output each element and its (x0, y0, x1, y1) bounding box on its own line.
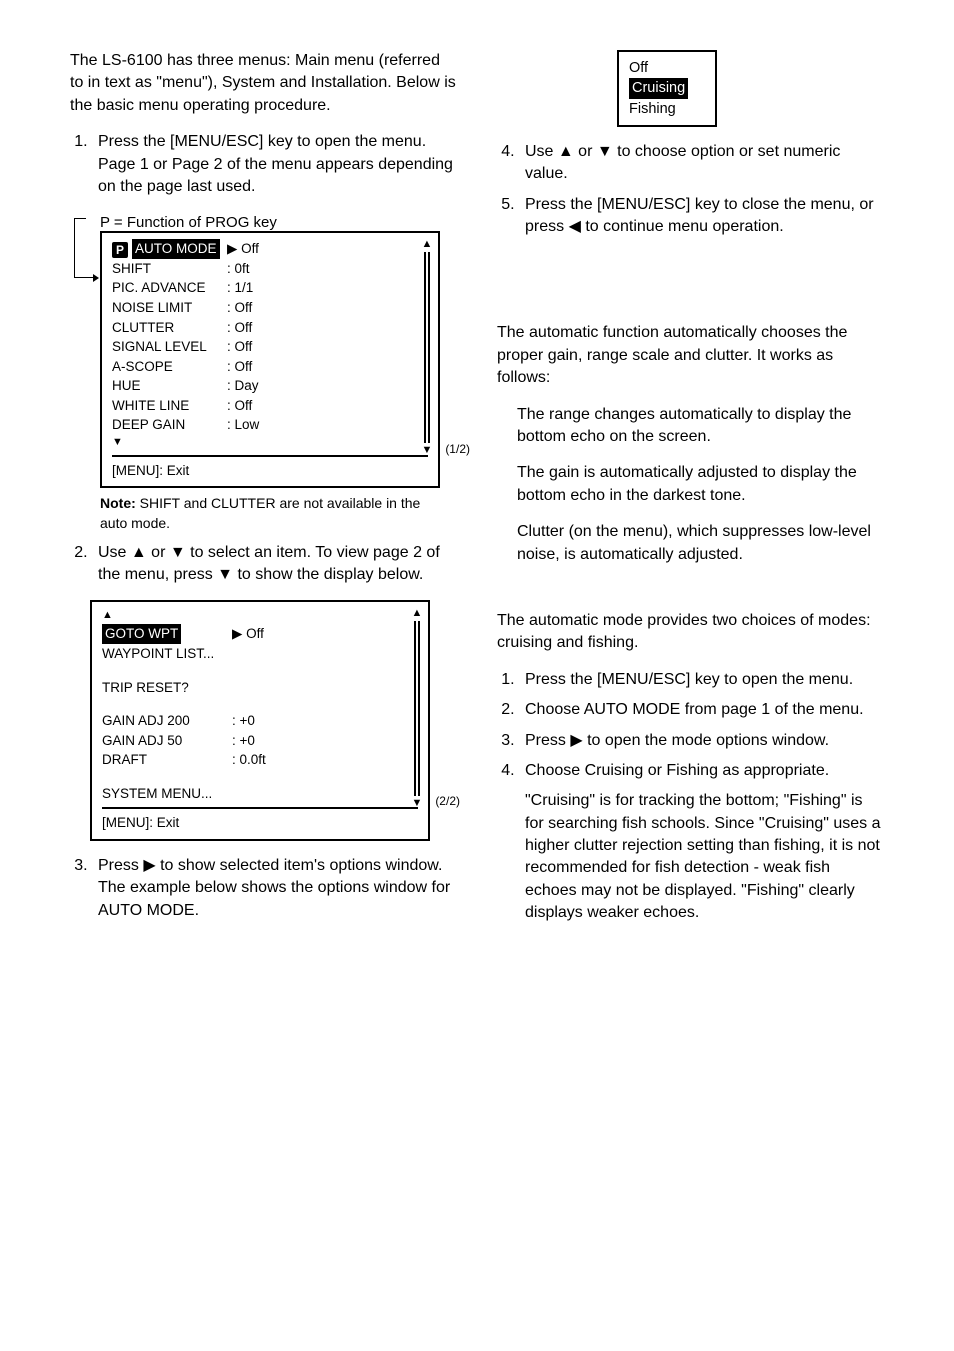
note-text: SHIFT and CLUTTER are not available in t… (100, 495, 420, 531)
menu-row: SHIFT: 0ft (112, 259, 428, 279)
menu1-note: Note: SHIFT and CLUTTER are not availabl… (100, 494, 440, 533)
auto-step-4-text: Choose Cruising or Fishing as appropriat… (525, 762, 829, 779)
menu-row: PAUTO MODE▶ Off (112, 239, 428, 259)
auto-step-4-detail: "Cruising" is for tracking the bottom; "… (525, 790, 884, 924)
up-arrow-icon: ▲ (102, 608, 418, 624)
auto-step-4: Choose Cruising or Fishing as appropriat… (519, 760, 884, 925)
menu-row: DEEP GAIN: Low (112, 415, 428, 435)
right-column: OffCruisingFishing Use ▲ or ▼ to choose … (497, 50, 884, 939)
auto-mode-steps: Press the [MENU/ESC] key to open the men… (497, 669, 884, 925)
procedure-list-left: Press the [MENU/ESC] key to open the men… (70, 131, 457, 198)
menu-row: A-SCOPE: Off (112, 357, 428, 377)
procedure-list-right: Use ▲ or ▼ to choose option or set numer… (497, 141, 884, 239)
option-item: Off (629, 58, 705, 78)
step-4: Use ▲ or ▼ to choose option or set numer… (519, 141, 884, 186)
auto-intro: The automatic function automatically cho… (497, 322, 884, 389)
menu-row: SYSTEM MENU... (102, 784, 418, 804)
page-indicator-1: (1/2) (445, 441, 470, 458)
prog-key-diagram: P = Function of PROG key PAUTO MODE▶ Off… (70, 212, 457, 533)
scrollbar-icon-2: ▲ ▼ (410, 608, 424, 808)
auto-bullet-2: The gain is automatically adjusted to di… (517, 462, 884, 507)
menu-row: SIGNAL LEVEL: Off (112, 337, 428, 357)
menu1-exit: [MENU]: Exit (112, 455, 428, 481)
menu-row: NOISE LIMIT: Off (112, 298, 428, 318)
auto-step-1: Press the [MENU/ESC] key to open the men… (519, 669, 884, 691)
auto-bullet-3: Clutter (on the menu), which suppresses … (517, 521, 884, 566)
auto-step-2: Choose AUTO MODE from page 1 of the menu… (519, 699, 884, 721)
menu2-exit: [MENU]: Exit (102, 807, 418, 833)
auto-modes-intro: The automatic mode provides two choices … (497, 610, 884, 655)
menu-row: HUE: Day (112, 376, 428, 396)
down-arrow-icon: ▼ (112, 435, 428, 451)
p-badge-icon: P (112, 242, 128, 258)
menu-row: GAIN ADJ 50: +0 (102, 731, 418, 751)
menu-row: TRIP RESET? (102, 678, 418, 698)
option-item: Cruising (629, 78, 705, 98)
page-indicator-2: (2/2) (435, 793, 460, 810)
menu-row: PIC. ADVANCE: 1/1 (112, 278, 428, 298)
step-3: Press ▶ to show selected item's options … (92, 855, 457, 922)
prog-key-label: P = Function of PROG key (100, 212, 457, 233)
menu-row: WHITE LINE: Off (112, 396, 428, 416)
menu-page-2: ▲GOTO WPT▶ OffWAYPOINT LIST... TRIP RESET… (90, 600, 430, 840)
menu-page-1: PAUTO MODE▶ OffSHIFT: 0ftPIC. ADVANCE: 1… (100, 231, 440, 488)
intro-text: The LS-6100 has three menus: Main menu (… (70, 50, 457, 117)
step-5: Press the [MENU/ESC] key to close the me… (519, 194, 884, 239)
left-column: The LS-6100 has three menus: Main menu (… (70, 50, 457, 939)
scrollbar-icon: ▲ ▼ (420, 239, 434, 456)
menu-row: WAYPOINT LIST... (102, 644, 418, 664)
step-1: Press the [MENU/ESC] key to open the men… (92, 131, 457, 198)
menu-row: GOTO WPT▶ Off (102, 624, 418, 644)
note-label: Note: (100, 495, 136, 511)
procedure-list-left-2: Use ▲ or ▼ to select an item. To view pa… (70, 542, 457, 587)
auto-bullet-1: The range changes automatically to displ… (517, 404, 884, 449)
options-window: OffCruisingFishing (617, 50, 717, 127)
option-item: Fishing (629, 99, 705, 119)
menu-row: CLUTTER: Off (112, 318, 428, 338)
menu-row: DRAFT: 0.0ft (102, 750, 418, 770)
step-2: Use ▲ or ▼ to select an item. To view pa… (92, 542, 457, 587)
menu-row: GAIN ADJ 200: +0 (102, 711, 418, 731)
auto-step-3: Press ▶ to open the mode options window. (519, 730, 884, 752)
procedure-list-left-3: Press ▶ to show selected item's options … (70, 855, 457, 922)
